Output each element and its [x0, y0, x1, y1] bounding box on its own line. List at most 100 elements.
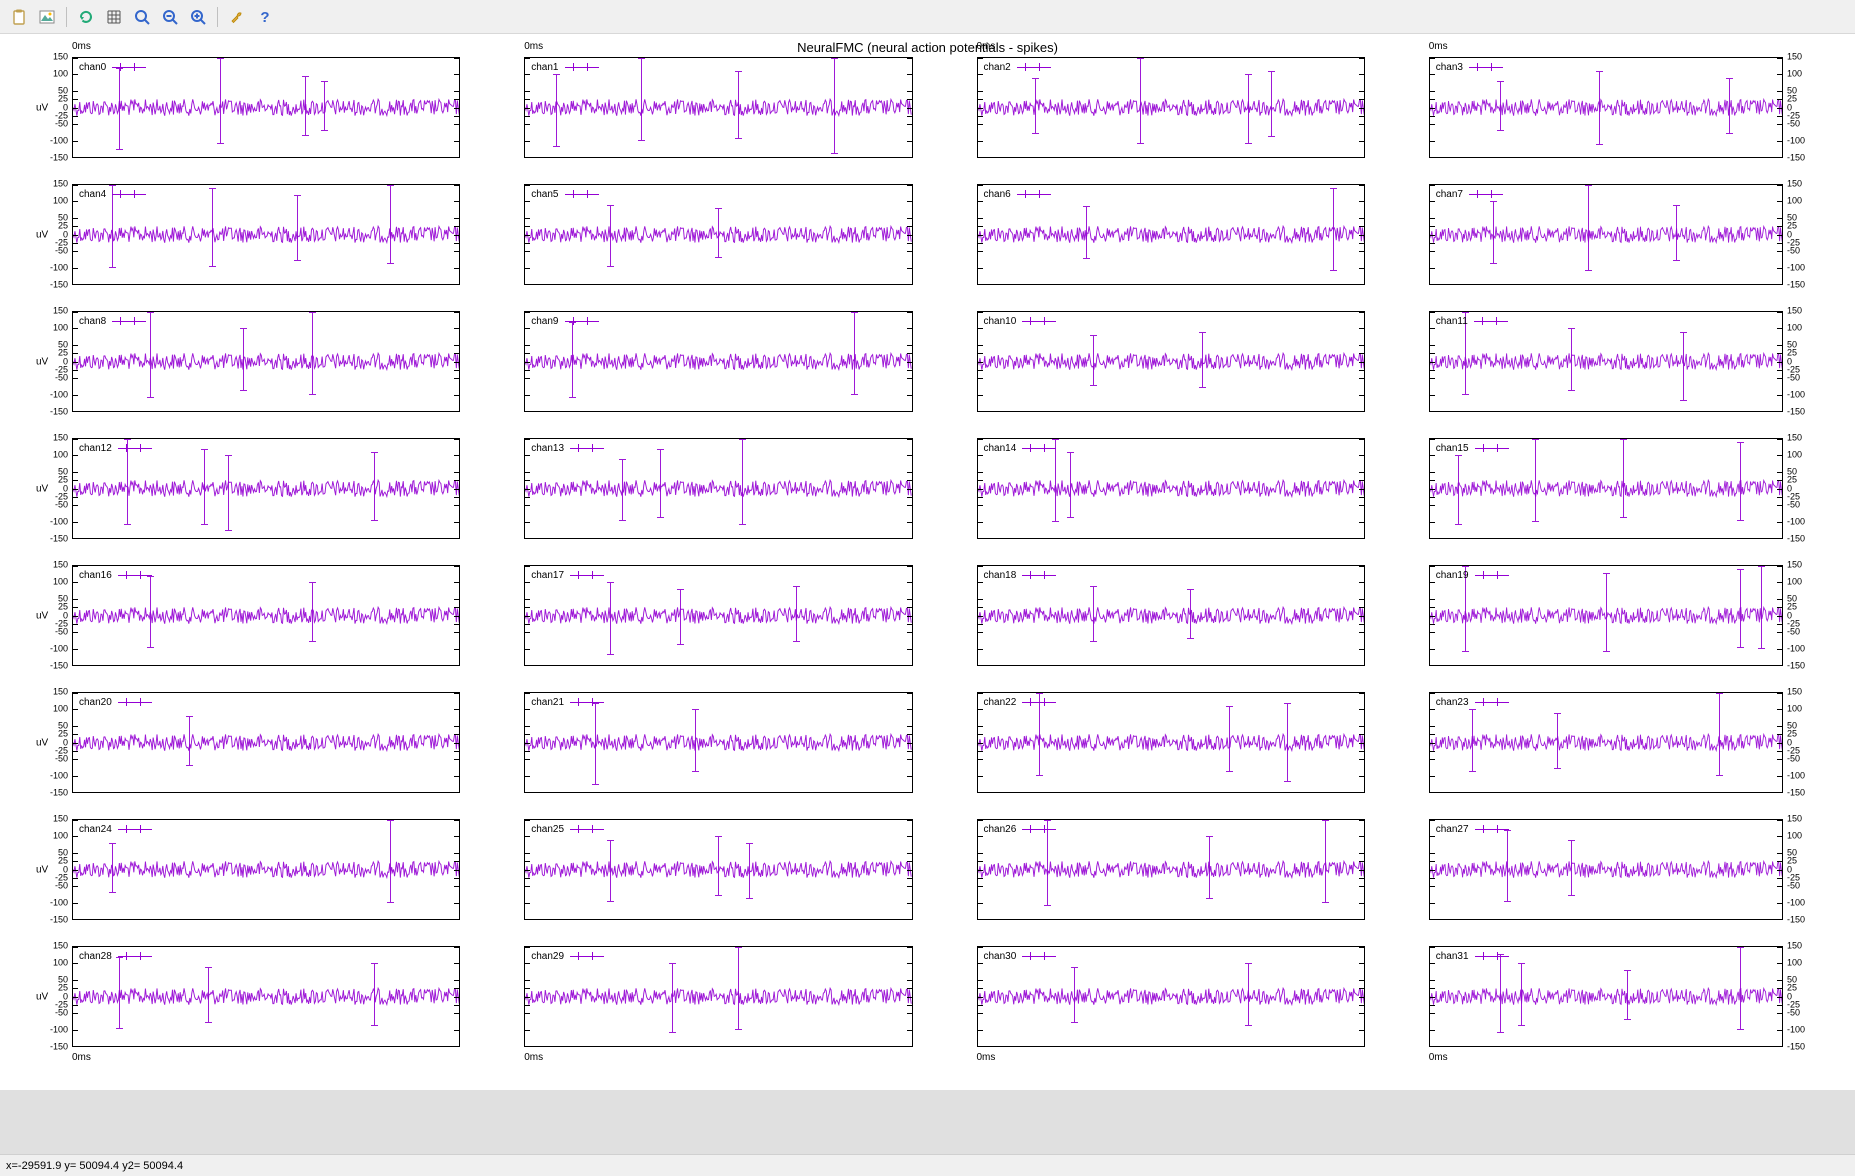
image-icon[interactable]	[34, 4, 60, 30]
subplot-chan16[interactable]: uV-150-100-50-2502550100150chan16	[38, 565, 460, 666]
plot-box[interactable]: chan30	[977, 946, 1365, 1047]
clipboard-icon[interactable]	[6, 4, 32, 30]
spike	[1571, 840, 1572, 896]
help-icon[interactable]: ?	[252, 4, 278, 30]
subplot-chan22[interactable]: chan22	[943, 692, 1365, 793]
legend: chan22	[984, 697, 1057, 708]
plot-box[interactable]: chan11	[1429, 311, 1783, 412]
plot-box[interactable]: chan12	[72, 438, 460, 539]
spike	[1472, 709, 1473, 772]
subplot-chan13[interactable]: chan13	[490, 438, 912, 539]
legend-line-icon	[570, 575, 604, 576]
subplot-chan21[interactable]: chan21	[490, 692, 912, 793]
subplot-chan3[interactable]: 0ms-150-100-50-2502550100150chan3	[1395, 57, 1817, 158]
subplot-chan1[interactable]: 0mschan1	[490, 57, 912, 158]
subplot-chan7[interactable]: -150-100-50-2502550100150chan7	[1395, 184, 1817, 285]
spike	[1458, 455, 1459, 524]
page-title: NeuralFMC (neural action potentials - sp…	[8, 40, 1847, 55]
refresh-icon[interactable]	[73, 4, 99, 30]
y-ticks-left: -150-100-50-2502550100150	[38, 692, 72, 793]
subplot-chan30[interactable]: 0mschan30	[943, 946, 1365, 1047]
legend-line-icon	[565, 321, 599, 322]
legend: chan18	[984, 570, 1057, 581]
subplot-chan12[interactable]: uV-150-100-50-2502550100150chan12	[38, 438, 460, 539]
legend: chan17	[531, 570, 604, 581]
plot-box[interactable]: chan13	[524, 438, 912, 539]
subplot-chan2[interactable]: 0mschan2	[943, 57, 1365, 158]
subplot-chan28[interactable]: uV0ms-150-100-50-2502550100150chan28	[38, 946, 460, 1047]
plot-box[interactable]: chan2	[977, 57, 1365, 158]
subplot-chan17[interactable]: chan17	[490, 565, 912, 666]
legend-label: chan23	[1436, 697, 1469, 708]
subplot-chan26[interactable]: chan26	[943, 819, 1365, 920]
spike	[1093, 335, 1094, 386]
plot-box[interactable]: chan27	[1429, 819, 1783, 920]
subplot-chan20[interactable]: uV-150-100-50-2502550100150chan20	[38, 692, 460, 793]
plot-box[interactable]: chan31	[1429, 946, 1783, 1047]
legend-label: chan21	[531, 697, 564, 708]
plot-box[interactable]: chan10	[977, 311, 1365, 412]
spike	[749, 843, 750, 899]
subplot-chan29[interactable]: 0mschan29	[490, 946, 912, 1047]
plot-box[interactable]: chan22	[977, 692, 1365, 793]
plot-box[interactable]: chan0	[72, 57, 460, 158]
spike	[854, 312, 855, 395]
plot-box[interactable]: chan29	[524, 946, 912, 1047]
subplot-chan4[interactable]: uV-150-100-50-2502550100150chan4	[38, 184, 460, 285]
plot-box[interactable]: chan21	[524, 692, 912, 793]
spike	[1287, 703, 1288, 782]
subplot-chan31[interactable]: 0ms-150-100-50-2502550100150chan31	[1395, 946, 1817, 1047]
subplot-chan0[interactable]: uV0ms-150-100-50-2502550100150chan0	[38, 57, 460, 158]
subplot-chan15[interactable]: -150-100-50-2502550100150chan15	[1395, 438, 1817, 539]
plot-box[interactable]: chan16	[72, 565, 460, 666]
plot-box[interactable]: chan28	[72, 946, 460, 1047]
legend: chan26	[984, 824, 1057, 835]
plot-box[interactable]: chan5	[524, 184, 912, 285]
subplot-chan14[interactable]: chan14	[943, 438, 1365, 539]
subplot-chan10[interactable]: chan10	[943, 311, 1365, 412]
subplot-chan5[interactable]: chan5	[490, 184, 912, 285]
subplot-chan27[interactable]: -150-100-50-2502550100150chan27	[1395, 819, 1817, 920]
plot-box[interactable]: chan23	[1429, 692, 1783, 793]
legend: chan31	[1436, 951, 1509, 962]
subplot-chan25[interactable]: chan25	[490, 819, 912, 920]
spike	[1740, 947, 1741, 1030]
plot-box[interactable]: chan6	[977, 184, 1365, 285]
plot-box[interactable]: chan20	[72, 692, 460, 793]
legend: chan23	[1436, 697, 1509, 708]
subplot-chan19[interactable]: -150-100-50-2502550100150chan19	[1395, 565, 1817, 666]
subplot-chan8[interactable]: uV-150-100-50-2502550100150chan8	[38, 311, 460, 412]
subplot-chan23[interactable]: -150-100-50-2502550100150chan23	[1395, 692, 1817, 793]
legend-line-icon	[1475, 575, 1509, 576]
subplot-chan6[interactable]: chan6	[943, 184, 1365, 285]
plot-box[interactable]: chan7	[1429, 184, 1783, 285]
subplot-chan11[interactable]: -150-100-50-2502550100150chan11	[1395, 311, 1817, 412]
subplot-chan18[interactable]: chan18	[943, 565, 1365, 666]
legend-line-icon	[1475, 702, 1509, 703]
legend-label: chan26	[984, 824, 1017, 835]
zoom-out-icon[interactable]	[157, 4, 183, 30]
plot-box[interactable]: chan9	[524, 311, 912, 412]
spike	[1248, 74, 1249, 143]
zoom-fit-icon[interactable]	[129, 4, 155, 30]
plot-box[interactable]: chan25	[524, 819, 912, 920]
plot-box[interactable]: chan4	[72, 184, 460, 285]
status-bar: x=-29591.9 y= 50094.4 y2= 50094.4	[0, 1154, 1855, 1176]
plot-box[interactable]: chan3	[1429, 57, 1783, 158]
plot-box[interactable]: chan26	[977, 819, 1365, 920]
plot-box[interactable]: chan17	[524, 565, 912, 666]
plot-box[interactable]: chan8	[72, 311, 460, 412]
subplot-chan9[interactable]: chan9	[490, 311, 912, 412]
legend-label: chan19	[1436, 570, 1469, 581]
plot-box[interactable]: chan19	[1429, 565, 1783, 666]
grid-icon[interactable]	[101, 4, 127, 30]
plot-box[interactable]: chan24	[72, 819, 460, 920]
plot-box[interactable]: chan1	[524, 57, 912, 158]
legend: chan21	[531, 697, 604, 708]
wrench-icon[interactable]	[224, 4, 250, 30]
plot-box[interactable]: chan14	[977, 438, 1365, 539]
zoom-in-icon[interactable]	[185, 4, 211, 30]
subplot-chan24[interactable]: uV-150-100-50-2502550100150chan24	[38, 819, 460, 920]
plot-box[interactable]: chan18	[977, 565, 1365, 666]
plot-box[interactable]: chan15	[1429, 438, 1783, 539]
